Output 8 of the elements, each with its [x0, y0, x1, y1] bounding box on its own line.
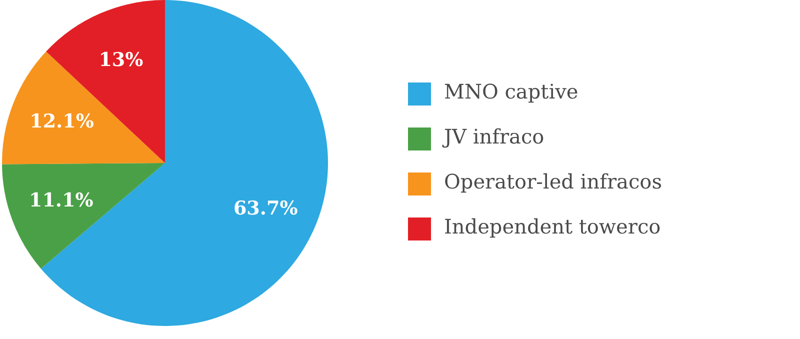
legend-label: JV infraco [442, 124, 544, 149]
data-label: 12.1% [30, 110, 94, 133]
legend-label: Operator-led infracos [444, 170, 662, 194]
legend-label: MNO captive [444, 80, 578, 104]
data-label: 11.1% [28, 190, 94, 212]
legend-label: Independent towerco [444, 214, 661, 239]
data-label: 13% [98, 49, 144, 72]
data-label: 63.7% [233, 197, 298, 220]
